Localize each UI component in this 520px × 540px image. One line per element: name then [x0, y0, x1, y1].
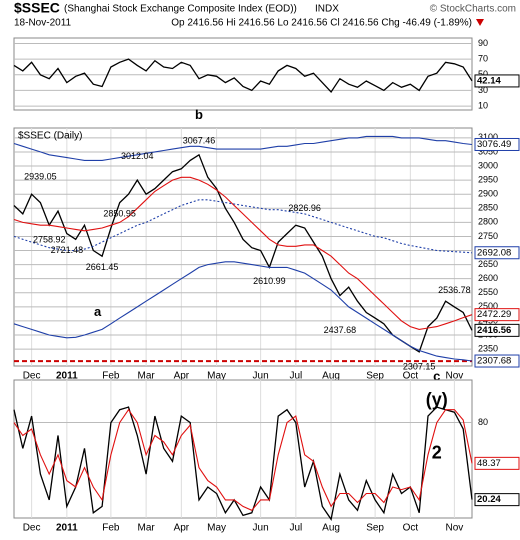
wave-label: c: [433, 369, 440, 384]
index-name: (Shanghai Stock Exchange Composite Index…: [64, 4, 297, 15]
y-tick-label: 2950: [478, 174, 498, 184]
value-label-box: [474, 354, 520, 368]
series-line: [13, 58, 473, 94]
panel-frame: [13, 379, 473, 519]
value-label: 2307.68: [477, 356, 511, 367]
x-tick-label: Dec: [23, 371, 41, 382]
x-tick-label: 2011: [56, 523, 78, 534]
value-label-box: [474, 323, 520, 337]
exchange: INDX: [315, 4, 339, 15]
value-label: 42.14: [477, 75, 501, 86]
value-label: 2416.56: [477, 325, 511, 336]
x-tick-label: Sep: [366, 371, 384, 382]
value-label: 20.24: [477, 494, 501, 505]
x-tick-label: 2011: [56, 371, 78, 382]
date: 18-Nov-2011: [14, 18, 72, 29]
price-annotation: 2307.15: [403, 362, 436, 372]
value-label-box: [474, 74, 520, 88]
y-tick-label: 2800: [478, 217, 498, 227]
symbol: $SSEC: [14, 0, 60, 16]
price-annotation: 2826.96: [288, 203, 321, 213]
y-tick-label: 10: [478, 100, 488, 110]
price-annotation: 2721.48: [51, 245, 84, 255]
price-annotation: 2610.99: [253, 276, 286, 286]
wave-label: a: [94, 304, 102, 319]
price-annotation: 2536.78: [438, 285, 471, 295]
series-line: [13, 176, 473, 330]
x-tick-label: Sep: [366, 523, 384, 534]
x-tick-label: May: [207, 371, 226, 382]
x-tick-label: Dec: [23, 523, 41, 534]
x-tick-label: Jul: [289, 523, 302, 534]
y-tick-label: 2350: [478, 343, 498, 353]
x-tick-label: Oct: [403, 371, 419, 382]
x-tick-label: Apr: [174, 523, 190, 534]
x-tick-label: Oct: [403, 523, 419, 534]
y-tick-label: 2850: [478, 203, 498, 213]
y-tick-label: 2650: [478, 259, 498, 269]
series-line: [13, 406, 473, 521]
price-annotation: 2758.92: [33, 234, 66, 244]
down-arrow: [476, 19, 484, 26]
x-tick-label: Apr: [174, 371, 190, 382]
series-line: [13, 408, 473, 511]
y-tick-label: 2750: [478, 231, 498, 241]
x-tick-label: Aug: [322, 371, 340, 382]
y-tick-label: 30: [478, 85, 488, 95]
y-tick-label: 2900: [478, 189, 498, 199]
x-tick-label: Jun: [253, 523, 269, 534]
y-tick-label: 2600: [478, 273, 498, 283]
value-label: 3076.49: [477, 139, 511, 150]
value-label-box: [474, 137, 520, 151]
x-tick-label: Mar: [137, 371, 155, 382]
value-label: 2472.29: [477, 309, 511, 320]
panel-frame: [13, 37, 473, 111]
series-line: [13, 261, 473, 362]
x-tick-label: Mar: [137, 523, 155, 534]
x-tick-label: Aug: [322, 523, 340, 534]
y-tick-label: 3100: [478, 132, 498, 142]
price-annotation: 2850.95: [103, 208, 136, 218]
price-annotation: 2437.68: [324, 325, 357, 335]
y-tick-label: 80: [478, 417, 488, 427]
series-line: [13, 135, 473, 161]
x-tick-label: Feb: [102, 371, 120, 382]
y-tick-label: 3050: [478, 146, 498, 156]
x-tick-label: Feb: [102, 523, 120, 534]
x-tick-label: Jul: [289, 371, 302, 382]
y-tick-label: 90: [478, 38, 488, 48]
x-tick-label: Nov: [445, 523, 463, 534]
price-annotation: 2939.05: [24, 172, 57, 182]
price-annotation: 2661.45: [86, 262, 119, 272]
wave-label: b: [195, 107, 203, 122]
y-tick-label: 50: [478, 69, 488, 79]
value-label: 48.37: [477, 458, 501, 469]
x-tick-label: May: [207, 523, 226, 534]
panel-title: $SSEC (Daily): [18, 131, 82, 142]
y-tick-label: 2500: [478, 301, 498, 311]
value-label-box: [474, 246, 520, 260]
credit: © StockCharts.com: [430, 4, 516, 15]
x-tick-label: Nov: [445, 371, 463, 382]
value-label-box: [474, 308, 520, 322]
series-line: [13, 199, 473, 254]
value-label-box: [474, 493, 520, 507]
x-tick-label: Jun: [253, 371, 269, 382]
y-tick-label: 3000: [478, 160, 498, 170]
wave-label: 2: [432, 442, 442, 462]
wave-label: (y): [426, 389, 448, 409]
y-tick-label: 70: [478, 54, 488, 64]
value-label-box: [474, 456, 520, 470]
value-label: 2692.08: [477, 247, 511, 258]
y-tick-label: 2550: [478, 287, 498, 297]
price-annotation: 3012.04: [121, 151, 154, 161]
panel-frame: [13, 127, 473, 367]
price-annotation: 3067.46: [183, 135, 216, 145]
quote: Op 2416.56 Hi 2416.56 Lo 2416.56 Cl 2416…: [171, 18, 472, 29]
